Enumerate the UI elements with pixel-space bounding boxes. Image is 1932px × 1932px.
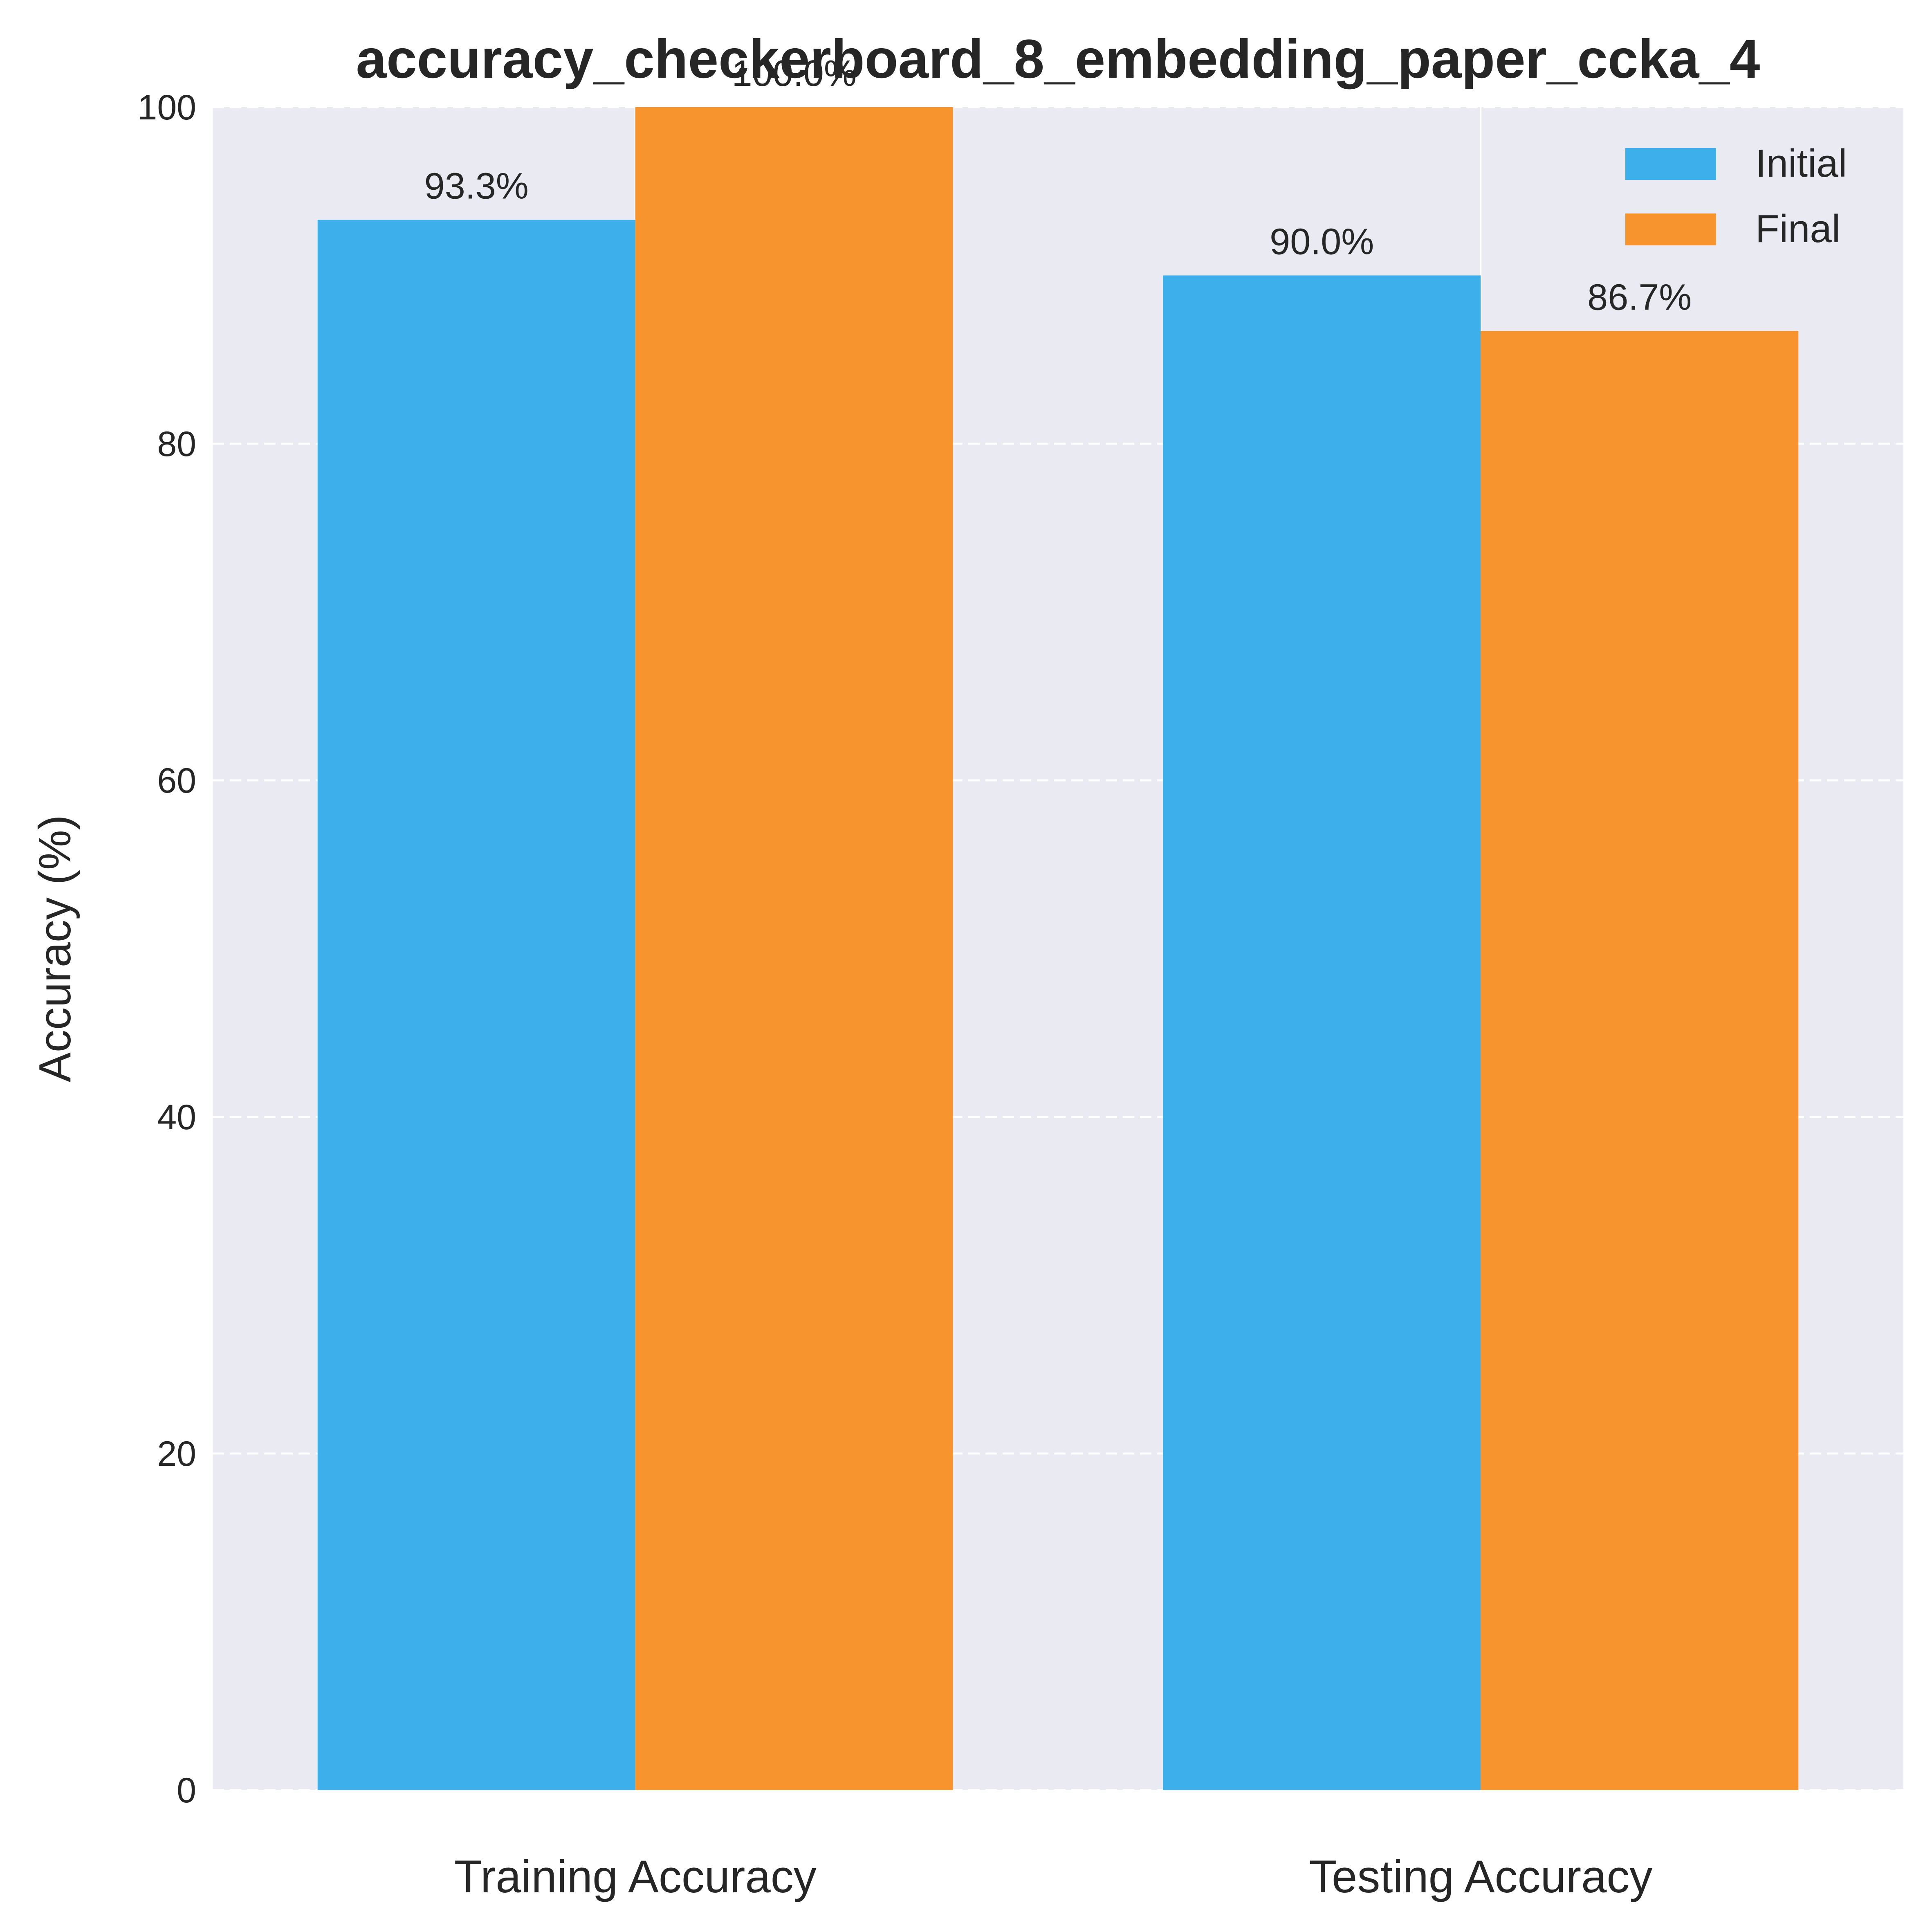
y-axis-label: Accuracy (%) xyxy=(30,815,80,1083)
bar-final xyxy=(1481,331,1799,1790)
x-tick-label: Testing Accuracy xyxy=(1309,1851,1652,1902)
bar-final xyxy=(635,107,953,1790)
bars xyxy=(317,107,1799,1790)
y-tick-label: 20 xyxy=(157,1434,196,1474)
legend-swatch-final xyxy=(1625,213,1716,245)
bar-value-label: 90.0% xyxy=(1270,222,1374,263)
legend-swatch-initial xyxy=(1625,148,1716,180)
x-tick-label: Training Accuracy xyxy=(454,1851,817,1902)
y-tick-label: 60 xyxy=(157,761,196,800)
x-tick-labels: Training Accuracy Testing Accuracy xyxy=(454,1851,1653,1902)
chart-title: accuracy_checkerboard_8_embedding_paper_… xyxy=(356,29,1760,90)
bar-value-label: 86.7% xyxy=(1587,277,1692,318)
legend-label-final: Final xyxy=(1755,207,1840,251)
y-tick-label: 100 xyxy=(138,88,197,127)
legend-label-initial: Initial xyxy=(1755,142,1847,185)
y-tick-label: 80 xyxy=(157,425,196,464)
y-tick-label: 40 xyxy=(157,1098,196,1137)
bar-value-label: 93.3% xyxy=(424,166,529,207)
bar-value-labels: 93.3% 90.0% 100.0% 86.7% xyxy=(424,53,1692,318)
bar-value-label: 100.0% xyxy=(732,53,857,94)
bar-initial xyxy=(1163,275,1481,1790)
bar-initial xyxy=(317,220,635,1790)
y-tick-label: 0 xyxy=(177,1771,196,1810)
y-tick-labels: 0 20 40 60 80 100 xyxy=(138,88,197,1810)
legend: Initial Final xyxy=(1625,142,1847,251)
